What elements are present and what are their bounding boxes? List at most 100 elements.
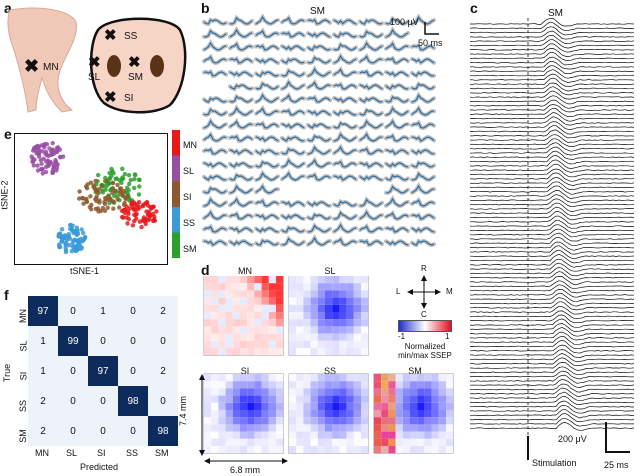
trace bbox=[333, 97, 357, 103]
heatmap-cell bbox=[261, 374, 269, 382]
heatmap-cell bbox=[317, 340, 325, 348]
heatmap-cell bbox=[232, 319, 240, 327]
heatmap-cell bbox=[232, 340, 240, 348]
heatmap-cell bbox=[276, 431, 284, 439]
trace bbox=[203, 19, 227, 25]
heatmap-cell bbox=[438, 424, 446, 432]
tsne-point-mn bbox=[121, 215, 126, 220]
stacked-trace bbox=[470, 116, 635, 126]
tsne-point-sl bbox=[33, 147, 39, 153]
tsne-xlabel: tSNE-1 bbox=[70, 266, 100, 276]
heatmap-cell bbox=[317, 381, 325, 389]
tsne-point-si bbox=[100, 205, 106, 211]
heatmap-cell bbox=[247, 374, 255, 382]
tsne-point-sm bbox=[122, 172, 128, 177]
stacked-trace bbox=[470, 362, 635, 371]
heatmap-cell bbox=[218, 333, 226, 341]
trace bbox=[333, 83, 357, 90]
heatmap-cell bbox=[317, 438, 325, 446]
heatmap-cell bbox=[276, 388, 284, 396]
tsne-point-si bbox=[118, 186, 124, 191]
stacked-trace bbox=[470, 146, 635, 156]
dimension-arrow-vertical bbox=[199, 374, 205, 456]
heatmap-cell bbox=[310, 276, 318, 284]
trace bbox=[229, 227, 253, 233]
trace bbox=[281, 94, 305, 103]
trace bbox=[203, 97, 227, 103]
stacked-trace bbox=[470, 335, 635, 345]
heatmap-cell bbox=[310, 431, 318, 439]
heatmap-cell bbox=[353, 381, 361, 389]
heatmap-cell bbox=[247, 297, 255, 305]
trace bbox=[333, 54, 357, 64]
heatmap-cell bbox=[240, 381, 248, 389]
heatmap-cell bbox=[381, 438, 389, 446]
heatmap-title-sm: SM bbox=[408, 366, 422, 376]
heatmap-cell bbox=[303, 388, 311, 396]
heatmap-colorbar bbox=[398, 320, 452, 332]
trace bbox=[203, 148, 227, 155]
stacked-trace bbox=[470, 314, 635, 324]
heatmap-cell bbox=[361, 276, 369, 284]
cm-cell: 98 bbox=[118, 386, 148, 416]
tsne-point-ss bbox=[63, 243, 68, 248]
trace bbox=[229, 198, 252, 207]
heatmap-cell bbox=[446, 381, 454, 389]
heatmap-cell bbox=[254, 304, 262, 312]
right-dorsal-root bbox=[150, 55, 164, 77]
heatmap-cell bbox=[240, 417, 248, 425]
heatmap-cell bbox=[374, 424, 382, 432]
heatmap-cell bbox=[261, 340, 269, 348]
heatmap-cell bbox=[446, 446, 454, 454]
heatmap-cell bbox=[353, 319, 361, 327]
heatmap-cell bbox=[417, 395, 425, 403]
heatmap-cell bbox=[225, 326, 233, 334]
heatmap-cell bbox=[218, 276, 226, 284]
heatmap-cell bbox=[346, 276, 354, 284]
heatmap-cell bbox=[204, 319, 212, 327]
tsne-point-mn bbox=[129, 200, 134, 205]
heatmap-cell bbox=[361, 297, 369, 305]
heatmap-cell bbox=[211, 431, 219, 439]
heatmap-cell bbox=[346, 381, 354, 389]
heatmap-cell bbox=[303, 304, 311, 312]
trace bbox=[359, 41, 383, 51]
trace bbox=[307, 96, 331, 103]
stacked-trace bbox=[470, 163, 635, 173]
heatmap-cell bbox=[232, 326, 240, 334]
trace bbox=[307, 159, 330, 168]
heatmap-cell bbox=[218, 319, 226, 327]
heatmap-cell bbox=[303, 283, 311, 291]
heatmap-cell bbox=[332, 276, 340, 284]
cm-cell: 0 bbox=[58, 356, 88, 386]
heatmap-cell bbox=[225, 438, 233, 446]
heatmap-cell bbox=[339, 417, 347, 425]
heatmap-cell bbox=[374, 374, 382, 382]
heatmap-cell bbox=[353, 304, 361, 312]
heatmap-cell bbox=[325, 312, 333, 320]
tsne-point-sl bbox=[39, 161, 44, 166]
heatmap-cell bbox=[261, 319, 269, 327]
stacked-trace bbox=[470, 297, 634, 307]
trace bbox=[333, 110, 357, 116]
heatmap-cell bbox=[211, 340, 219, 348]
heatmap-cell bbox=[424, 395, 432, 403]
stacked-trace bbox=[470, 86, 635, 96]
heatmap-cell bbox=[247, 402, 255, 410]
heatmap-cell bbox=[310, 326, 318, 334]
heatmap-cell bbox=[218, 290, 226, 298]
tsne-point-ss bbox=[67, 226, 73, 231]
heatmap-cell bbox=[325, 348, 333, 356]
heatmap-cell bbox=[211, 276, 219, 284]
trace bbox=[385, 57, 409, 64]
tsne-point-sl bbox=[56, 145, 61, 150]
heatmap-cell bbox=[361, 446, 369, 454]
heatmap-cell bbox=[346, 395, 354, 403]
heatmap-cell bbox=[438, 395, 446, 403]
trace bbox=[333, 32, 357, 38]
tsne-point-ss bbox=[65, 237, 70, 242]
heatmap-cell bbox=[346, 438, 354, 446]
stacked-trace bbox=[470, 185, 634, 195]
stacked-trace bbox=[470, 90, 635, 100]
heatmap-cell bbox=[303, 402, 311, 410]
